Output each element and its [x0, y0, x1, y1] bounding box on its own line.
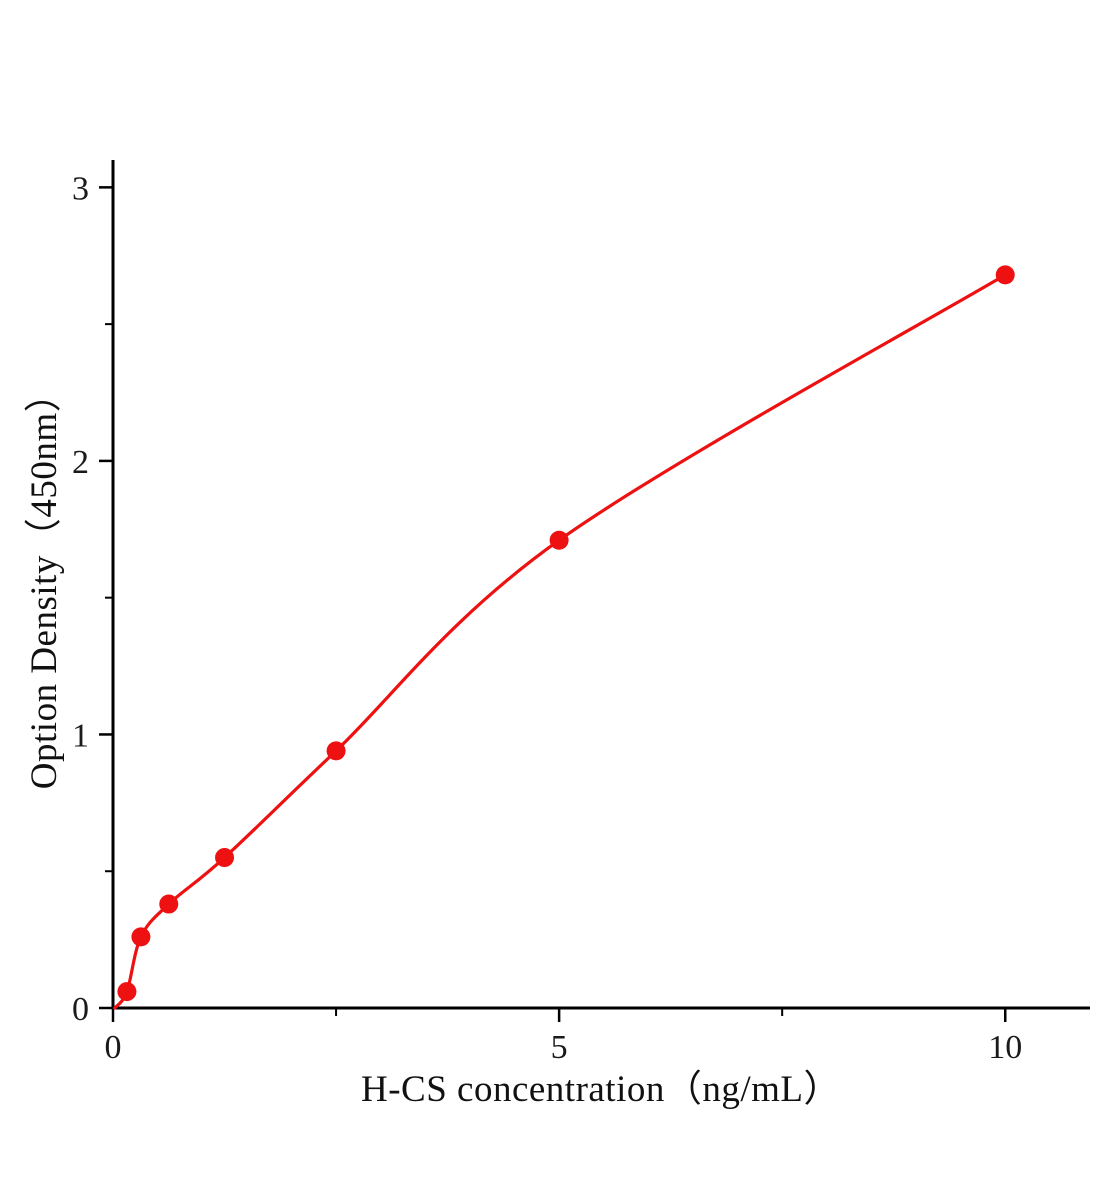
data-point	[995, 265, 1015, 285]
data-point	[159, 894, 179, 914]
data-point	[131, 927, 151, 947]
x-tick-label: 5	[551, 1029, 568, 1066]
fit-curve	[113, 273, 1007, 1010]
x-tick-label: 0	[105, 1029, 122, 1066]
x-tick-label: 10	[988, 1029, 1022, 1066]
data-point	[215, 848, 235, 868]
y-tick-label: 0	[72, 991, 89, 1028]
x-axis-label: H-CS concentration（ng/mL）	[360, 1069, 842, 1110]
y-tick-label: 3	[72, 170, 89, 207]
y-tick-label: 1	[72, 717, 89, 754]
data-point	[117, 982, 137, 1002]
y-axis-label: Option Density（450nm）	[24, 374, 65, 790]
y-tick-label: 2	[72, 444, 89, 481]
data-point	[549, 530, 569, 550]
data-point	[326, 741, 346, 761]
